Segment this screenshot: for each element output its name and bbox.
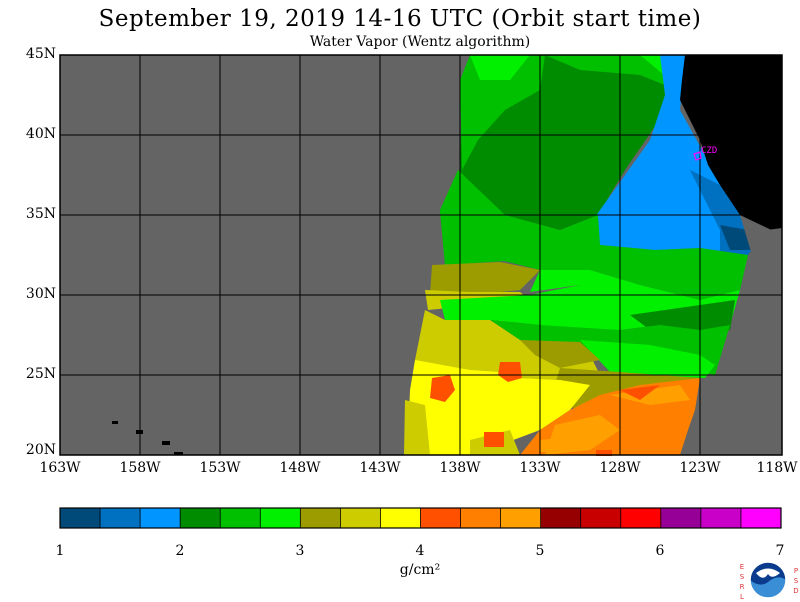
lat-label-30n: 30N xyxy=(25,286,56,302)
colorbar-swatch xyxy=(740,508,782,528)
lon-label-138w: 138W xyxy=(439,460,481,476)
colorbar-swatch xyxy=(580,508,622,528)
noaa-logo-icon xyxy=(749,561,787,599)
colorbar-swatch xyxy=(140,508,181,528)
lon-label-163w: 163W xyxy=(39,460,81,476)
lon-label-153w: 153W xyxy=(199,460,241,476)
satellite-swath xyxy=(404,55,755,456)
no-data-region xyxy=(740,215,782,455)
colorbar-swatch xyxy=(540,508,582,528)
map-subtitle: Water Vapor (Wentz algorithm) xyxy=(309,34,531,50)
lat-label-25n: 25N xyxy=(25,366,56,382)
colorbar-units: g/cm² xyxy=(399,562,441,578)
colorbar-swatch xyxy=(60,508,101,528)
colorbar-tick-5: 5 xyxy=(535,543,545,559)
lat-label-45n: 45N xyxy=(25,46,56,62)
colorbar-swatch xyxy=(660,508,702,528)
map-title: September 19, 2019 14-16 UTC (Orbit star… xyxy=(98,6,702,32)
lon-label-143w: 143W xyxy=(359,460,401,476)
colorbar-tick-1: 1 xyxy=(55,543,65,559)
colorbar-tick-3: 3 xyxy=(295,543,305,559)
lat-label-35n: 35N xyxy=(25,206,56,222)
colorbar-swatch xyxy=(420,508,462,528)
colorbar-swatch xyxy=(500,508,542,528)
land-mass xyxy=(680,55,782,235)
colorbar-frame xyxy=(59,507,782,529)
colorbar-swatch xyxy=(620,508,662,528)
colorbar-tick-2: 2 xyxy=(175,543,185,559)
colorbar-swatch xyxy=(220,508,261,528)
colorbar-swatch xyxy=(380,508,421,528)
colorbar-swatch xyxy=(340,508,381,528)
lon-label-133w: 133W xyxy=(519,460,561,476)
colorbar-tick-4: 4 xyxy=(415,543,425,559)
station-label: CZD xyxy=(701,146,718,156)
colorbar-swatch xyxy=(180,508,221,528)
colorbar xyxy=(60,508,782,528)
colorbar-swatch xyxy=(260,508,301,528)
colorbar-swatch xyxy=(300,508,341,528)
colorbar-swatch xyxy=(100,508,141,528)
lon-label-158w: 158W xyxy=(119,460,161,476)
map-frame xyxy=(59,54,783,456)
colorbar-swatch xyxy=(700,508,742,528)
colorbar-tick-6: 6 xyxy=(655,543,665,559)
lon-label-123w: 123W xyxy=(679,460,721,476)
lat-label-20n: 20N xyxy=(25,442,56,458)
lat-label-40n: 40N xyxy=(25,126,56,142)
lon-label-148w: 148W xyxy=(279,460,321,476)
lon-label-128w: 128W xyxy=(599,460,641,476)
colorbar-tick-7: 7 xyxy=(775,543,785,559)
map-grid xyxy=(60,55,782,455)
colorbar-swatch xyxy=(460,508,502,528)
lon-label-118w: 118W xyxy=(756,460,798,476)
station-marker-icon xyxy=(693,151,702,161)
